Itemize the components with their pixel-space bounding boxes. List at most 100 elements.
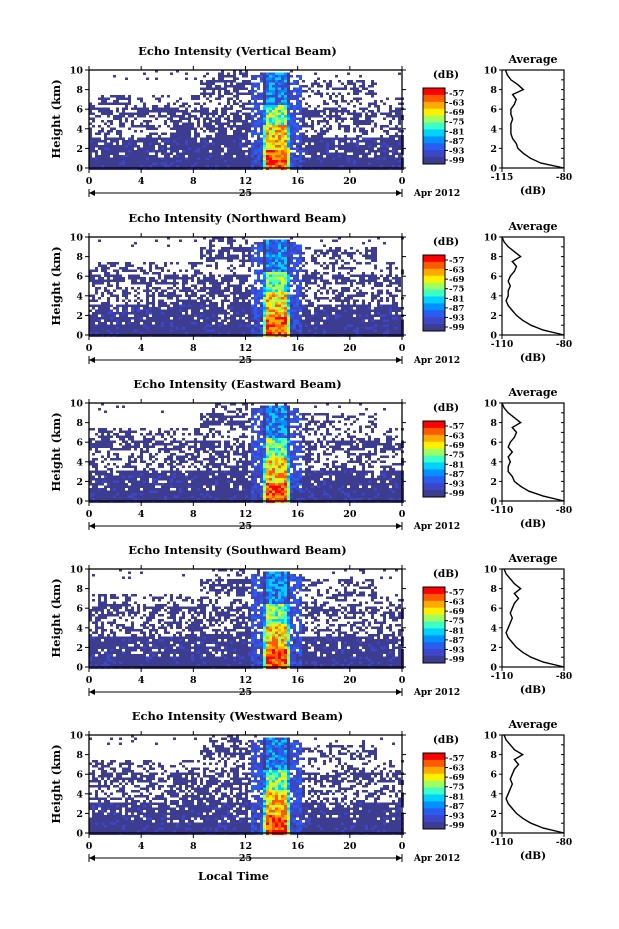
profile-point	[517, 597, 520, 600]
colorbar-segment	[423, 108, 445, 117]
profile-point	[515, 98, 517, 100]
colorbar-segment	[423, 122, 445, 130]
day-bar-arrow-right	[396, 357, 402, 363]
x-tick-label: 20	[343, 509, 357, 520]
profile-point	[507, 305, 509, 307]
profile-point	[542, 827, 544, 829]
colorbar-tick-label: -93	[449, 645, 464, 655]
y-tick-label: 2	[76, 809, 83, 820]
colorbar-segment	[423, 143, 445, 151]
colorbar-tick-label: -93	[449, 479, 464, 489]
x-tick-label: 8	[190, 343, 197, 354]
colorbar-segment	[423, 88, 445, 96]
y-tick-label: 0	[76, 829, 83, 840]
colorbar-segment	[423, 773, 445, 782]
profile-y-tick-label: 4	[490, 124, 497, 135]
profile-point	[513, 592, 516, 595]
profile-point	[520, 256, 522, 258]
profile-point	[520, 588, 522, 590]
colorbar-tick-label: -93	[449, 811, 464, 821]
profile-y-tick-label: 0	[490, 663, 497, 674]
day-label: 25	[239, 853, 252, 864]
colorbar-segment	[423, 628, 445, 636]
colorbar-tick-label: -81	[449, 127, 464, 137]
colorbar-segment	[423, 296, 445, 304]
profile-y-tick-label: 2	[490, 311, 497, 322]
colorbar-tick-label: -57	[449, 256, 464, 266]
colorbar-segment	[423, 476, 445, 484]
profile-y-tick-label: 8	[490, 252, 497, 263]
y-tick-label: 6	[76, 770, 83, 781]
profile-point	[510, 79, 512, 81]
profile-point	[515, 646, 518, 649]
colorbar-tick-label: -63	[449, 99, 464, 109]
profile-point	[509, 744, 511, 746]
colorbar-tick-label: -75	[449, 285, 464, 295]
colorbar-segment	[423, 469, 445, 477]
colorbar-segment	[423, 324, 445, 332]
profile-y-tick-label: 6	[490, 105, 497, 116]
colorbar-segment	[423, 101, 445, 110]
colorbar-segment	[423, 427, 445, 436]
colorbar-segment	[423, 766, 445, 775]
profile-y-tick-label: 2	[490, 144, 497, 155]
y-axis-label: Height (km)	[49, 79, 63, 158]
profile-point	[503, 568, 505, 570]
colorbar-tick-label: -99	[449, 821, 464, 831]
profile-point	[522, 817, 524, 819]
colorbar-tick-label: -57	[449, 422, 464, 432]
x-tick-label: 0	[86, 343, 93, 354]
panel-5: Echo Intensity (Westward Beam) Height (km…	[49, 709, 572, 864]
colorbar-segment	[423, 759, 445, 768]
y-tick-label: 6	[76, 438, 83, 449]
panel-3: Echo Intensity (Eastward Beam) Height (km…	[49, 377, 572, 532]
colorbar-tick-label: -93	[449, 146, 464, 156]
colorbar-tick-label: -57	[449, 588, 464, 598]
profile-y-tick-label: 0	[490, 829, 497, 840]
colorbar-segment	[423, 621, 445, 629]
profile-point	[510, 113, 512, 115]
colorbar-segment	[423, 434, 445, 443]
y-tick-label: 4	[76, 124, 83, 135]
profile-line	[501, 236, 565, 336]
profile-point	[511, 607, 513, 609]
date-label: Apr 2012	[413, 189, 460, 199]
x-tick-label: 20	[343, 176, 357, 187]
profile-point	[505, 739, 507, 741]
profile-point	[513, 583, 516, 585]
day-bar-arrow-right	[396, 855, 402, 861]
profile-x-label: (dB)	[520, 850, 546, 862]
profile-y-tick-label: 0	[490, 331, 497, 342]
profile-point	[506, 74, 508, 76]
colorbar-tick-label: -75	[449, 783, 464, 793]
profile-x-tick-label: -115	[491, 173, 514, 183]
profile-x-tick-label: -80	[556, 506, 572, 516]
profile-point	[522, 319, 524, 321]
colorbar-segment	[423, 421, 445, 429]
profile-point	[511, 475, 513, 478]
day-label: 25	[239, 521, 252, 532]
x-tick-label: 20	[343, 841, 357, 852]
y-tick-label: 0	[76, 164, 83, 175]
colorbar-segment	[423, 587, 445, 595]
colorbar-tick-label: -63	[449, 764, 464, 774]
colorbar-segment	[423, 317, 445, 325]
day-bar-arrow-right	[396, 523, 402, 529]
profile-point	[513, 436, 516, 438]
profile-point	[511, 807, 513, 810]
colorbar-segment	[423, 289, 445, 297]
colorbar-segment	[423, 115, 445, 124]
colorbar-segment	[423, 275, 445, 284]
y-tick-label: 10	[70, 233, 84, 244]
colorbar-segment	[423, 157, 445, 165]
profile-point	[509, 622, 511, 624]
profile-point	[542, 495, 544, 497]
profile-point	[509, 285, 511, 287]
x-tick-label: 16	[291, 176, 305, 187]
panel-1: Echo Intensity (Vertical Beam) Height (km…	[49, 44, 572, 199]
colorbar-tick-label: -87	[449, 636, 464, 646]
colorbar-unit: (dB)	[433, 236, 459, 248]
profile-point	[510, 133, 512, 135]
profile-y-tick-label: 2	[490, 643, 497, 654]
profile-point	[509, 461, 511, 463]
